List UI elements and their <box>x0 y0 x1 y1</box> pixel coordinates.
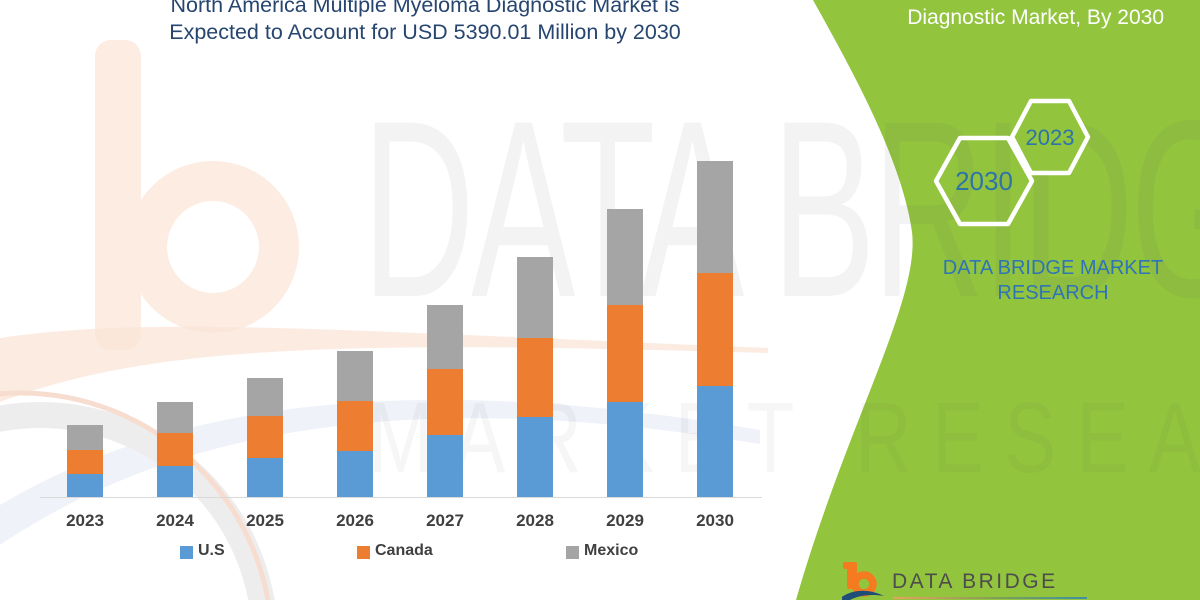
stacked-bar-2030 <box>697 161 733 497</box>
x-tick-2024: 2024 <box>156 511 194 530</box>
x-tick-2028: 2028 <box>516 511 554 530</box>
stacked-bar-2024 <box>157 402 193 497</box>
watermark-logo-swoosh-peach <box>0 326 768 402</box>
chart-title-line2: Expected to Account for USD 5390.01 Mill… <box>169 20 681 44</box>
bar-segment-us-2028 <box>517 417 553 497</box>
stacked-bar-2025 <box>247 378 283 497</box>
x-tick-2029: 2029 <box>606 511 644 530</box>
bar-segment-us-2030 <box>697 386 733 497</box>
x-axis-line <box>40 497 762 498</box>
green-panel-shape <box>796 0 1200 600</box>
bar-segment-mexico-2027 <box>427 305 463 369</box>
legend-swatch <box>180 546 193 559</box>
stacked-bar-2023 <box>67 425 103 497</box>
bar-segment-mexico-2023 <box>67 425 103 450</box>
bar-segment-mexico-2029 <box>607 209 643 305</box>
databridge-logo-icon <box>842 562 884 600</box>
bar-segment-canada-2023 <box>67 450 103 474</box>
bar-segment-canada-2027 <box>427 369 463 435</box>
bar-segment-canada-2029 <box>607 305 643 402</box>
bar-segment-canada-2030 <box>697 273 733 386</box>
bar-segment-us-2023 <box>67 474 103 497</box>
bar-segment-mexico-2024 <box>157 402 193 433</box>
stacked-bar-2026 <box>337 351 373 497</box>
bar-segment-us-2026 <box>337 451 373 497</box>
bar-segment-canada-2025 <box>247 416 283 458</box>
legend-swatch <box>357 546 370 559</box>
legend-label: Canada <box>375 542 433 559</box>
watermark-logo-stem <box>95 40 141 350</box>
x-tick-2030: 2030 <box>696 511 734 530</box>
side-panel-heading: Diagnostic Market, By 2030 <box>907 6 1164 29</box>
bar-segment-canada-2028 <box>517 338 553 417</box>
bar-segment-canada-2024 <box>157 433 193 466</box>
stacked-bar-2029 <box>607 209 643 497</box>
brand-line2: RESEARCH <box>997 282 1109 304</box>
legend-label: Mexico <box>584 542 639 559</box>
logo-swoosh <box>842 590 884 600</box>
legend-swatch <box>566 546 579 559</box>
bar-segment-mexico-2028 <box>517 257 553 338</box>
legend-label: U.S <box>198 542 225 559</box>
stacked-bar-2027 <box>427 305 463 497</box>
bar-segment-mexico-2026 <box>337 351 373 401</box>
footer-logo-underline <box>893 597 1087 599</box>
watermark-text-marketresearch: MARKET RESEARCH <box>368 382 1200 494</box>
footer-logo: DATA BRIDGE MARKET RESEARCH <box>842 560 1122 600</box>
x-tick-2023: 2023 <box>66 511 104 530</box>
x-tick-2026: 2026 <box>336 511 374 530</box>
x-tick-2027: 2027 <box>426 511 464 530</box>
watermark-corner-arc-gray <box>0 402 275 600</box>
chart-title-line1: North America Multiple Myeloma Diagnosti… <box>170 0 680 17</box>
bar-segment-mexico-2030 <box>697 161 733 273</box>
bar-segment-mexico-2025 <box>247 378 283 416</box>
footer-logo-text: DATA BRIDGE <box>892 570 1058 593</box>
bar-segment-us-2025 <box>247 458 283 497</box>
bar-segment-us-2024 <box>157 466 193 497</box>
bar-segment-us-2027 <box>427 435 463 497</box>
bar-segment-us-2029 <box>607 402 643 497</box>
x-tick-2025: 2025 <box>246 511 284 530</box>
side-panel-brand: DATA BRIDGE MARKET RESEARCH <box>938 256 1168 306</box>
brand-line1: DATA BRIDGE MARKET <box>942 257 1164 279</box>
stacked-bar-2028 <box>517 257 553 497</box>
chart-title: North America Multiple Myeloma Diagnosti… <box>100 0 750 46</box>
watermark-logo-bowl <box>127 161 299 333</box>
watermark-corner-arc-peach <box>0 390 271 600</box>
bar-segment-canada-2026 <box>337 401 373 451</box>
